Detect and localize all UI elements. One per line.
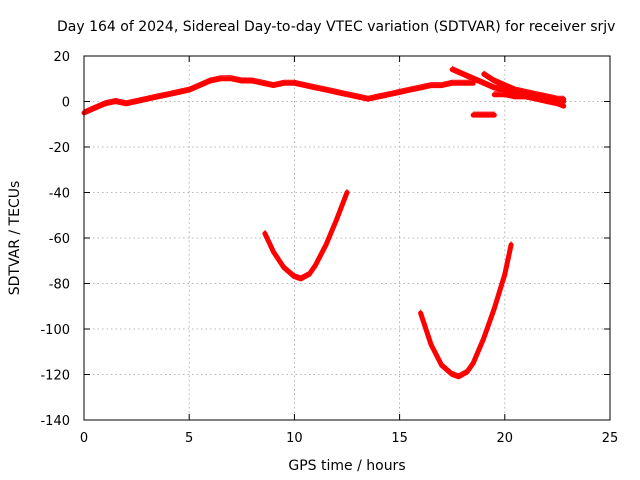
y-axis-label: SDTVAR / TECUs [7, 181, 23, 296]
series-line-7-spread [420, 241, 512, 375]
x-tick-labels: 0 5 10 15 20 25 [80, 431, 618, 446]
series-line-3-spread [483, 70, 565, 97]
x-axis-label: GPS time / hours [288, 458, 405, 474]
y-tick-label: -60 [49, 232, 70, 247]
series-line-4 [491, 92, 567, 109]
y-tick-label: 0 [62, 96, 70, 111]
series-line-1-spread [83, 75, 474, 111]
series-line-3 [481, 71, 567, 102]
series-line-1 [81, 76, 476, 116]
plot-frame [83, 55, 611, 421]
y-tick-label: -140 [40, 414, 70, 429]
y-tick-labels: -140 -120 -100 -80 -60 -40 -20 0 20 [40, 50, 70, 429]
series-line-7 [418, 242, 514, 380]
x-tick-label: 25 [602, 431, 619, 446]
y-tick-label: -40 [49, 187, 70, 202]
grid [84, 56, 610, 420]
y-tick-label: -80 [49, 278, 70, 293]
y-tick-label: 20 [53, 50, 70, 65]
y-tick-label: -120 [40, 369, 70, 384]
chart-title: Day 164 of 2024, Sidereal Day-to-day VTE… [57, 19, 615, 35]
x-tick-label: 5 [185, 431, 193, 446]
x-tick-label: 0 [80, 431, 88, 446]
x-tick-label: 10 [286, 431, 303, 446]
axis-ticks [83, 55, 611, 421]
series-group [81, 66, 567, 380]
x-tick-label: 20 [497, 431, 514, 446]
x-tick-label: 15 [391, 431, 408, 446]
series-line-6-spread [264, 189, 348, 277]
y-tick-label: -100 [40, 323, 70, 338]
series-line-4-spread [493, 91, 565, 104]
y-tick-label: -20 [49, 141, 70, 156]
series-line-6 [262, 190, 350, 282]
